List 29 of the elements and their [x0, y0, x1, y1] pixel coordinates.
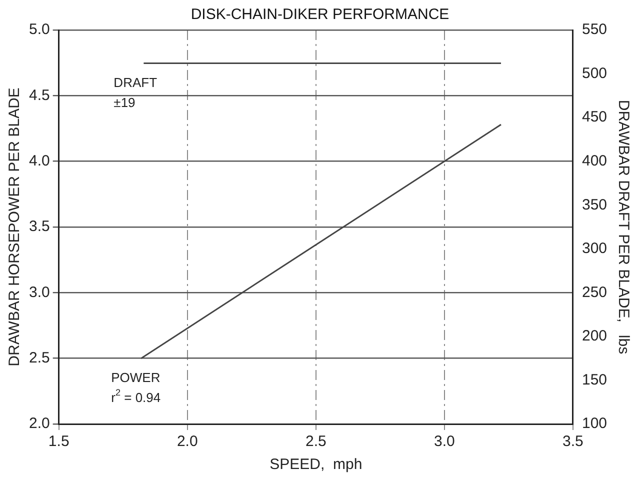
- x-axis-title: SPEED, mph: [270, 456, 362, 474]
- y-tick-label: 5.0: [28, 21, 50, 38]
- y2-tick-label: 150: [582, 371, 608, 388]
- y-tick-label: 3.0: [28, 284, 50, 301]
- series-label: DRAFT: [114, 74, 158, 90]
- y2-tick-label: 550: [582, 21, 608, 38]
- y-tick-label: 4.0: [28, 152, 50, 170]
- y-tick-label: 3.5: [28, 218, 50, 236]
- y2-tick-label: 200: [582, 328, 608, 345]
- y-tick-label: 4.5: [28, 86, 50, 104]
- y2-axis-title: DRAWBAR DRAFT PER BLADE, lbs: [614, 100, 632, 354]
- x-tick-label: 2.0: [176, 433, 198, 450]
- y2-tick-label: 500: [582, 64, 608, 82]
- y2-tick-label: 450: [582, 108, 608, 126]
- y2-tick-label: 350: [582, 196, 608, 214]
- y-tick-label: 2.5: [28, 349, 50, 366]
- y2-tick-label: 300: [582, 240, 608, 258]
- y2-tick-label: 100: [582, 415, 608, 432]
- y2-tick-label: 400: [582, 152, 608, 170]
- series-label: POWER: [111, 370, 160, 385]
- x-tick-label: 1.5: [48, 433, 70, 450]
- x-tick-label: 3.5: [562, 433, 584, 450]
- y-tick-label: 2.0: [28, 415, 50, 432]
- x-tick-label: 2.5: [305, 433, 326, 450]
- x-tick-label: 3.0: [434, 433, 455, 450]
- y-axis-title: DRAWBAR HORSEPOWER PER BLADE: [6, 88, 24, 366]
- chart-title: DISK-CHAIN-DIKER PERFORMANCE: [190, 6, 450, 24]
- annotation: ±19: [114, 94, 136, 110]
- y2-tick-label: 250: [582, 284, 608, 301]
